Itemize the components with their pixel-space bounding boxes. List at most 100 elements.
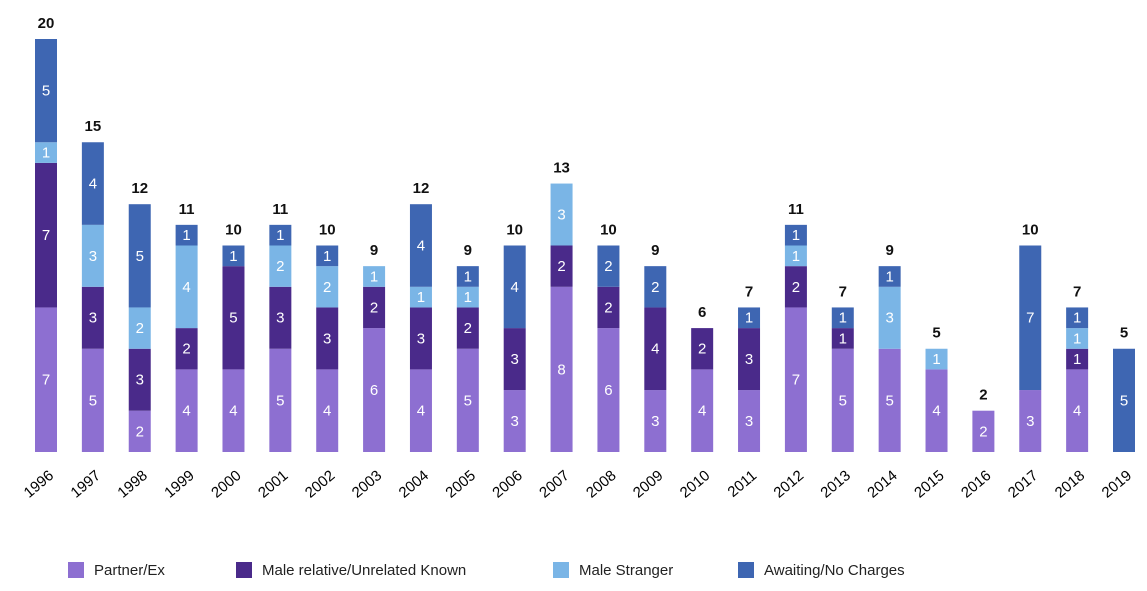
total-label: 11 bbox=[788, 201, 804, 218]
segment-label: 7 bbox=[792, 372, 800, 389]
segment-label: 4 bbox=[698, 403, 706, 420]
segment-label: 1 bbox=[464, 268, 472, 285]
x-tick-label: 2017 bbox=[1005, 467, 1041, 501]
bar-segment bbox=[128, 307, 151, 349]
x-tick-label: 2015 bbox=[911, 467, 947, 501]
segment-label: 5 bbox=[464, 392, 472, 409]
segment-label: 4 bbox=[651, 341, 659, 358]
segment-label: 1 bbox=[1073, 330, 1081, 347]
segment-label: 2 bbox=[604, 258, 612, 275]
bar-segment bbox=[81, 142, 104, 225]
bar-segment bbox=[878, 286, 901, 349]
segment-label: 5 bbox=[136, 248, 144, 265]
bar-segment bbox=[784, 224, 807, 246]
total-label: 7 bbox=[1073, 283, 1081, 300]
bar-segment bbox=[691, 369, 714, 452]
segment-label: 2 bbox=[792, 279, 800, 296]
segment-label: 1 bbox=[464, 289, 472, 306]
bar-segment bbox=[644, 390, 667, 452]
bar-segment bbox=[1066, 307, 1089, 329]
segment-label: 2 bbox=[557, 258, 565, 275]
segment-label: 5 bbox=[276, 392, 284, 409]
total-label: 10 bbox=[600, 221, 617, 238]
segment-label: 3 bbox=[651, 413, 659, 430]
bar-segment bbox=[222, 245, 245, 267]
total-label: 5 bbox=[1120, 325, 1128, 342]
bar-segment bbox=[363, 328, 386, 452]
total-label: 2 bbox=[979, 387, 987, 404]
total-label: 10 bbox=[225, 221, 242, 238]
segment-label: 2 bbox=[136, 320, 144, 337]
bar-segment bbox=[550, 183, 573, 246]
bar-segment bbox=[831, 328, 854, 349]
x-tick-label: 2010 bbox=[677, 467, 713, 501]
bar-segment bbox=[81, 348, 104, 452]
bar-segment bbox=[503, 390, 526, 452]
bar-segment bbox=[316, 369, 339, 452]
bar-segment bbox=[222, 369, 245, 452]
legend-label: Male Stranger bbox=[579, 562, 673, 579]
bar-segment bbox=[409, 307, 432, 370]
segment-label: 3 bbox=[511, 351, 519, 368]
bar-segment bbox=[597, 245, 620, 287]
segment-label: 1 bbox=[792, 248, 800, 265]
bar-segment bbox=[784, 307, 807, 452]
bar-segment bbox=[1066, 369, 1089, 452]
segment-label: 4 bbox=[182, 403, 190, 420]
segment-label: 1 bbox=[792, 227, 800, 244]
segment-label: 1 bbox=[42, 145, 50, 162]
x-tick-label: 2018 bbox=[1052, 467, 1088, 501]
bar-segment bbox=[269, 286, 292, 349]
segment-label: 3 bbox=[511, 413, 519, 430]
bar-segment bbox=[550, 286, 573, 452]
segment-label: 7 bbox=[42, 372, 50, 389]
segment-label: 4 bbox=[511, 279, 519, 296]
total-label: 6 bbox=[698, 304, 706, 321]
bar-segment bbox=[550, 245, 573, 287]
x-tick-label: 2012 bbox=[771, 467, 807, 501]
x-tick-label: 2006 bbox=[489, 467, 525, 501]
segment-label: 3 bbox=[557, 206, 565, 223]
x-tick-label: 2009 bbox=[630, 467, 666, 501]
segment-label: 5 bbox=[42, 83, 50, 100]
segment-label: 3 bbox=[136, 372, 144, 389]
segment-label: 4 bbox=[417, 237, 425, 254]
segment-label: 3 bbox=[276, 310, 284, 327]
bar-segment bbox=[644, 266, 667, 308]
bar-segment bbox=[456, 286, 479, 308]
segment-label: 2 bbox=[276, 258, 284, 275]
total-label: 7 bbox=[839, 283, 847, 300]
total-label: 9 bbox=[370, 242, 378, 259]
segment-label: 1 bbox=[370, 268, 378, 285]
segment-label: 3 bbox=[89, 310, 97, 327]
total-label: 9 bbox=[885, 242, 893, 259]
segment-label: 2 bbox=[979, 423, 987, 440]
bar-segment bbox=[878, 348, 901, 452]
bar-segment bbox=[1066, 328, 1089, 349]
legend-label: Male relative/Unrelated Known bbox=[262, 562, 466, 579]
segment-label: 6 bbox=[370, 382, 378, 399]
segment-label: 3 bbox=[323, 330, 331, 347]
segment-label: 6 bbox=[604, 382, 612, 399]
segment-label: 7 bbox=[1026, 310, 1034, 327]
total-label: 11 bbox=[179, 201, 195, 218]
x-tick-label: 2001 bbox=[255, 467, 291, 501]
x-tick-label: 2007 bbox=[536, 467, 572, 501]
total-label: 20 bbox=[38, 15, 55, 32]
segment-label: 4 bbox=[89, 176, 97, 193]
segment-label: 3 bbox=[417, 330, 425, 347]
segment-label: 4 bbox=[323, 403, 331, 420]
segment-label: 5 bbox=[839, 392, 847, 409]
segment-label: 1 bbox=[885, 268, 893, 285]
x-tick-label: 1997 bbox=[67, 467, 103, 501]
bar-segment bbox=[35, 142, 57, 163]
segment-label: 5 bbox=[1120, 392, 1128, 409]
bar-segment bbox=[691, 328, 714, 370]
x-tick-label: 1999 bbox=[161, 467, 197, 501]
segment-label: 1 bbox=[1073, 351, 1081, 368]
segment-label: 2 bbox=[136, 423, 144, 440]
x-tick-label: 1996 bbox=[21, 467, 57, 501]
bar-segment bbox=[925, 348, 948, 370]
bar-segment bbox=[269, 224, 292, 246]
bar-segment bbox=[878, 266, 901, 287]
